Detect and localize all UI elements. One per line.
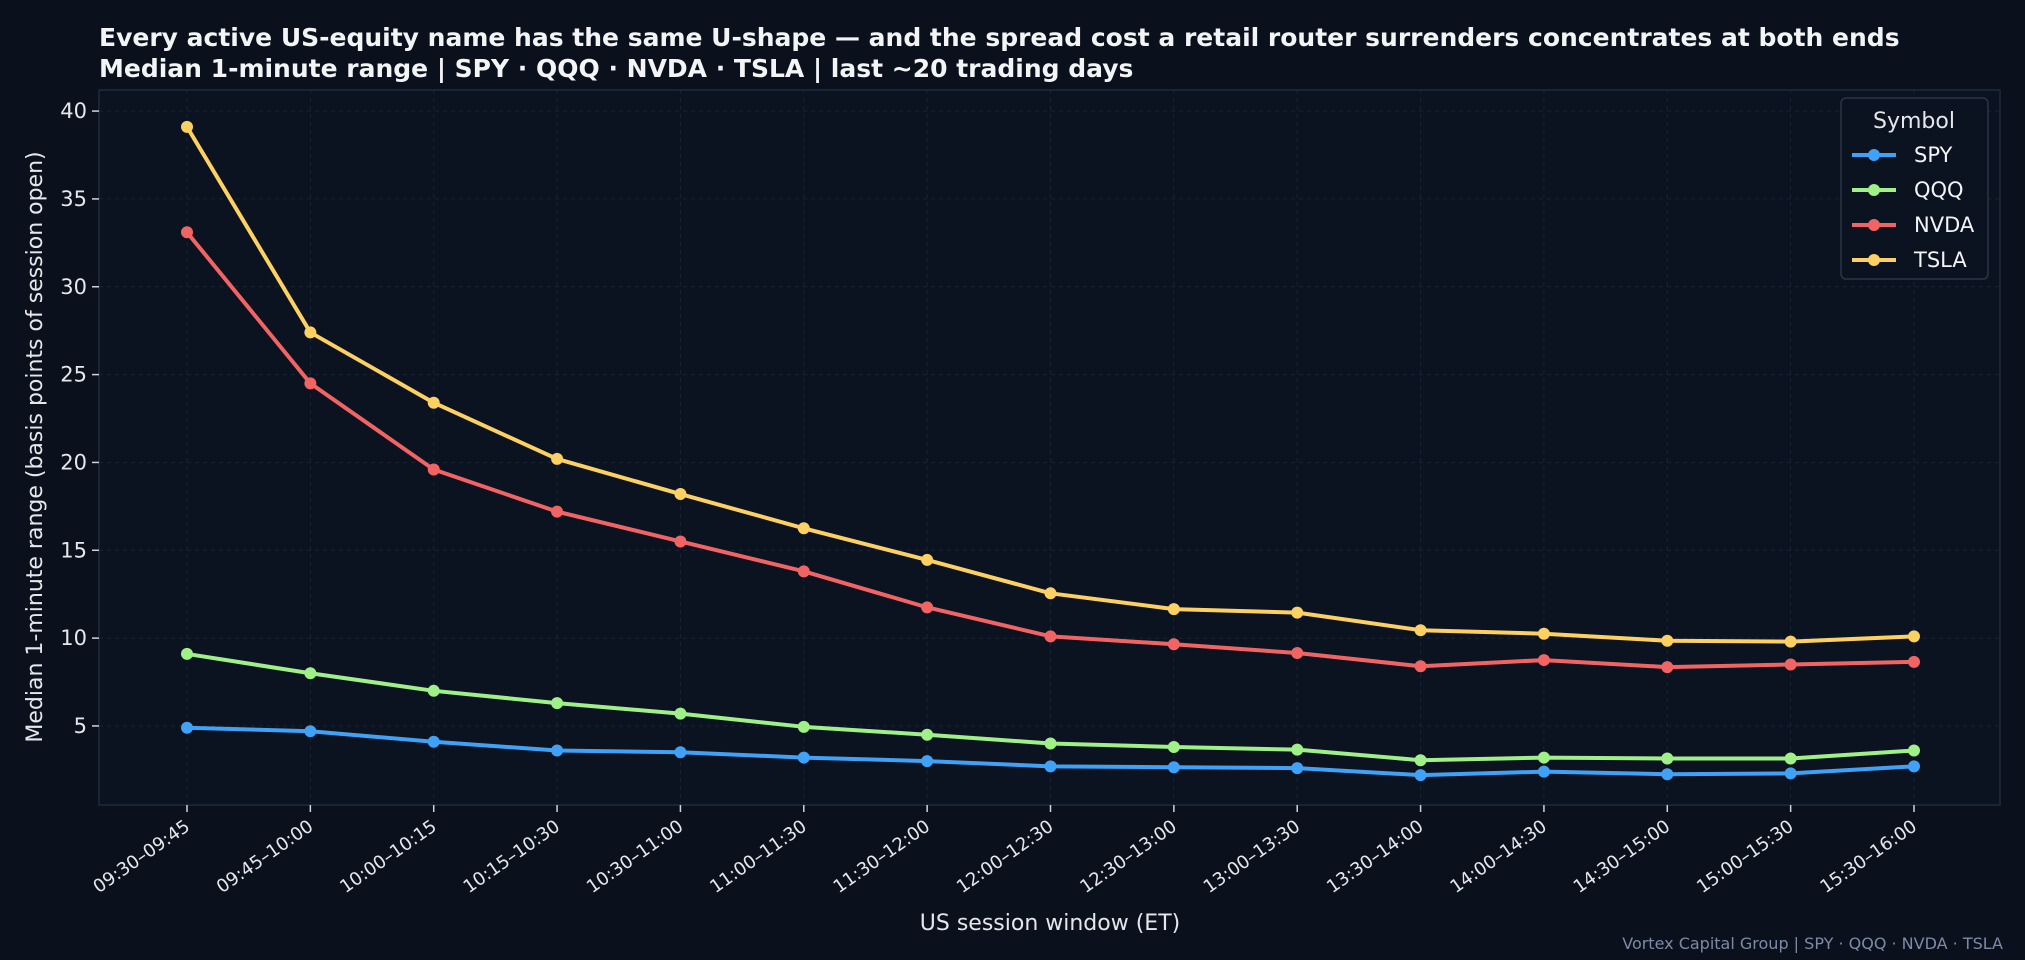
data-point [674, 746, 687, 759]
data-point [1908, 760, 1920, 773]
data-point [921, 601, 934, 614]
footer-credit: Vortex Capital Group | SPY · QQQ · NVDA … [1622, 934, 2003, 953]
y-tick-label: 25 [60, 363, 87, 387]
legend-title: Symbol [1873, 109, 1955, 134]
y-tick-label: 35 [60, 187, 87, 211]
chart-title: Every active US-equity name has the same… [99, 23, 1900, 52]
data-point [1044, 630, 1057, 643]
series-tsla [181, 120, 1920, 648]
data-point [1537, 654, 1550, 667]
legend-box [1840, 97, 1989, 280]
data-point [1291, 606, 1304, 619]
data-point [1661, 661, 1674, 674]
legend-label: NVDA [1914, 213, 1975, 237]
data-point [1291, 647, 1304, 660]
data-point [1537, 627, 1550, 640]
y-tick-label: 40 [60, 99, 87, 123]
data-point [921, 553, 934, 566]
y-axis-label: Median 1-minute range (basis points of s… [23, 151, 48, 742]
data-point [1908, 630, 1920, 643]
legend-marker [1868, 184, 1880, 196]
legend-marker [1868, 149, 1880, 161]
data-point [797, 720, 810, 733]
data-point [921, 755, 934, 768]
data-point [1414, 624, 1427, 637]
data-point [674, 488, 687, 501]
data-point [1414, 769, 1427, 782]
data-point [427, 463, 440, 476]
legend-label: SPY [1914, 143, 1953, 167]
x-axis-label: US session window (ET) [920, 911, 1180, 936]
data-point [1661, 752, 1674, 765]
data-point [1167, 741, 1180, 754]
data-point [304, 725, 317, 738]
grid-lines [99, 90, 2000, 805]
series-lines [181, 120, 1920, 782]
data-point [1167, 638, 1180, 651]
legend-item-tsla: TSLA [1852, 248, 1967, 272]
data-point [181, 226, 193, 239]
y-axis-ticks: 5 10 15 20 25 30 35 40 [60, 99, 99, 738]
data-point [181, 120, 193, 133]
data-point [551, 697, 564, 710]
data-point [551, 505, 564, 518]
data-point [1661, 634, 1674, 647]
plot-area [98, 89, 2001, 806]
legend-item-nvda: NVDA [1852, 213, 1975, 237]
legend-label: TSLA [1913, 248, 1967, 272]
series-nvda [181, 226, 1920, 674]
data-point [1784, 635, 1797, 648]
legend-items: SPY QQQ NVDA TSLA [1852, 143, 1975, 272]
data-point [1661, 768, 1674, 781]
y-tick-label: 10 [60, 626, 87, 650]
data-point [304, 667, 317, 680]
legend-marker [1868, 219, 1880, 231]
y-tick-label: 15 [60, 538, 87, 562]
data-point [427, 396, 440, 409]
data-point [1908, 744, 1920, 757]
data-point [1537, 765, 1550, 778]
data-point [674, 707, 687, 720]
data-point [181, 647, 193, 660]
data-point [1537, 751, 1550, 764]
data-point [797, 565, 810, 578]
data-point [921, 728, 934, 741]
y-tick-label: 5 [74, 714, 87, 738]
data-point [1044, 587, 1057, 600]
series-spy [181, 721, 1920, 782]
legend-marker [1868, 254, 1880, 266]
data-point [1784, 658, 1797, 671]
legend: Symbol SPY QQQ NVDA TSLA [1840, 97, 1989, 280]
data-point [797, 751, 810, 764]
data-point [674, 535, 687, 548]
data-point [1291, 743, 1304, 756]
legend-label: QQQ [1914, 178, 1964, 202]
y-tick-label: 30 [60, 275, 87, 299]
series-qqq [181, 647, 1920, 767]
data-point [1784, 752, 1797, 765]
data-point [304, 377, 317, 390]
data-point [1167, 603, 1180, 616]
data-point [1044, 737, 1057, 750]
data-point [551, 744, 564, 757]
data-point [1414, 754, 1427, 767]
data-point [797, 522, 810, 535]
data-point [1414, 660, 1427, 673]
legend-item-qqq: QQQ [1852, 178, 1964, 202]
data-point [1044, 760, 1057, 773]
chart-subtitle: Median 1-minute range | SPY · QQQ · NVDA… [99, 54, 1133, 83]
data-point [427, 684, 440, 697]
data-point [1908, 655, 1920, 668]
data-point [304, 326, 317, 339]
data-point [551, 452, 564, 465]
data-point [1167, 761, 1180, 774]
legend-item-spy: SPY [1852, 143, 1953, 167]
data-point [427, 735, 440, 748]
data-point [181, 721, 193, 734]
data-point [1291, 762, 1304, 775]
data-point [1784, 767, 1797, 780]
y-tick-label: 20 [60, 450, 87, 474]
